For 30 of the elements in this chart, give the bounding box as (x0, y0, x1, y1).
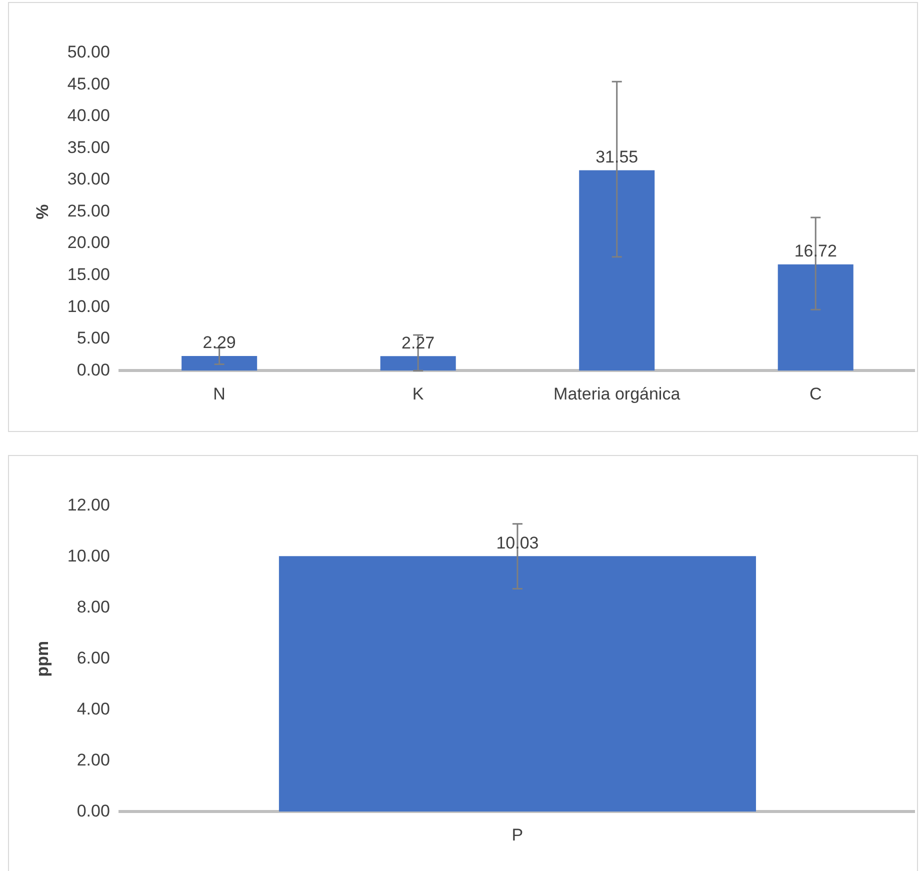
y-tick-label: 35.00 (67, 138, 110, 157)
y-tick-label: 10.00 (67, 546, 110, 566)
bar (182, 356, 258, 371)
y-tick-label: 10.00 (67, 296, 110, 316)
y-tick-label: 0.00 (76, 801, 110, 820)
bar (778, 264, 854, 371)
y-axis-title: % (32, 204, 52, 220)
y-tick-label: 5.00 (76, 328, 110, 348)
x-tick-label: K (412, 384, 424, 404)
y-tick-label: 6.00 (76, 648, 110, 668)
y-tick-label: 0.00 (76, 360, 110, 380)
y-tick-label: 25.00 (67, 201, 110, 220)
bar (579, 170, 655, 371)
y-axis-title: ppm (32, 640, 52, 677)
y-tick-label: 2.00 (76, 750, 110, 770)
data-label: 2.29 (202, 333, 236, 352)
x-tick-label: N (213, 384, 226, 404)
y-tick-label: 30.00 (67, 170, 110, 189)
y-tick-label: 40.00 (67, 106, 110, 126)
y-tick-label: 45.00 (67, 74, 110, 94)
y-tick-label: 15.00 (67, 265, 110, 284)
y-tick-label: 4.00 (76, 699, 110, 718)
x-tick-label: C (809, 384, 822, 404)
x-tick-label: P (512, 825, 524, 844)
y-tick-label: 8.00 (76, 598, 110, 617)
y-tick-label: 12.00 (67, 496, 110, 515)
x-tick-label: Materia orgánica (554, 384, 681, 404)
bar (380, 356, 456, 371)
y-tick-label: 50.00 (67, 42, 110, 62)
y-tick-label: 20.00 (67, 233, 110, 252)
